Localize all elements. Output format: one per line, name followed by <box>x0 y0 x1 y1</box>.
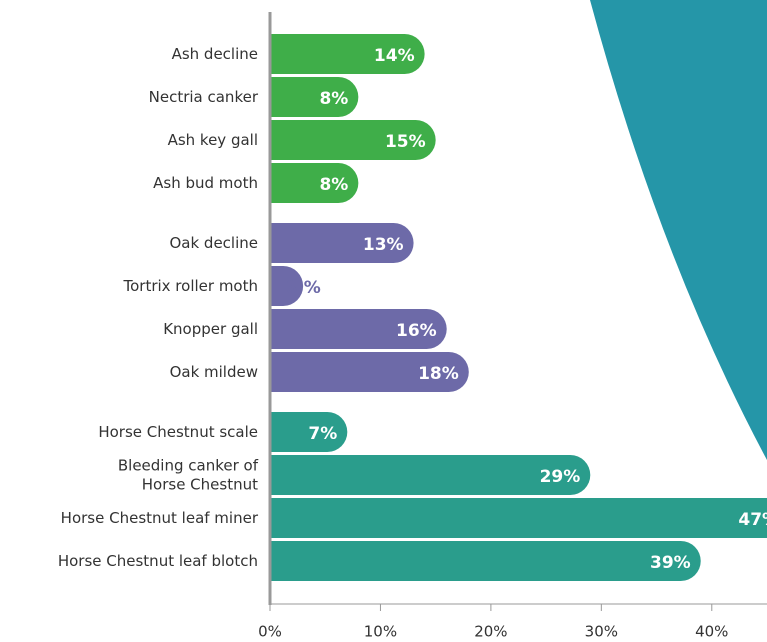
value-label: 3 % <box>286 278 321 298</box>
value-label: 16% <box>396 321 437 341</box>
y-tick-label: Bleeding canker of Horse Chestnut <box>118 456 259 493</box>
bar <box>270 34 425 74</box>
value-label: 8% <box>319 175 348 195</box>
x-tick-label: 40% <box>695 623 728 641</box>
decorative-shape <box>590 0 767 460</box>
bar <box>270 163 359 203</box>
value-label: 14% <box>374 46 415 66</box>
bar <box>270 223 414 263</box>
x-tick-label: 0% <box>258 623 282 641</box>
bar <box>270 455 591 495</box>
value-label: 29% <box>540 467 581 487</box>
value-label: 15% <box>385 132 426 152</box>
y-tick-label: Horse Chestnut leaf blotch <box>58 552 258 570</box>
value-label: 18% <box>418 364 459 384</box>
y-tick-label: Tortrix roller moth <box>122 277 258 295</box>
value-label: 7% <box>308 424 337 444</box>
bar <box>270 77 359 117</box>
y-tick-label: Ash bud moth <box>153 174 258 192</box>
bar <box>270 120 436 160</box>
y-tick-label: Ash decline <box>172 45 258 63</box>
y-tick-label: Horse Chestnut scale <box>98 423 258 441</box>
value-label: 8% <box>319 89 348 109</box>
bar <box>270 412 348 452</box>
x-tick-label: 10% <box>364 623 397 641</box>
y-tick-label: Oak decline <box>169 234 258 252</box>
y-tick-label: Knopper gall <box>163 320 258 338</box>
bar <box>270 266 304 306</box>
bar <box>270 352 469 392</box>
value-label: 47% <box>738 510 767 530</box>
y-tick-label: Ash key gall <box>168 131 258 149</box>
x-tick-label: 30% <box>585 623 618 641</box>
y-tick-label: Oak mildew <box>170 363 258 381</box>
y-tick-label: Horse Chestnut leaf miner <box>61 509 259 527</box>
bar <box>270 541 701 581</box>
bar <box>270 309 447 349</box>
y-tick-label: Nectria canker <box>149 88 259 106</box>
x-tick-label: 20% <box>474 623 507 641</box>
value-label: 39% <box>650 553 691 573</box>
value-label: 13% <box>363 235 404 255</box>
bar <box>270 498 767 538</box>
